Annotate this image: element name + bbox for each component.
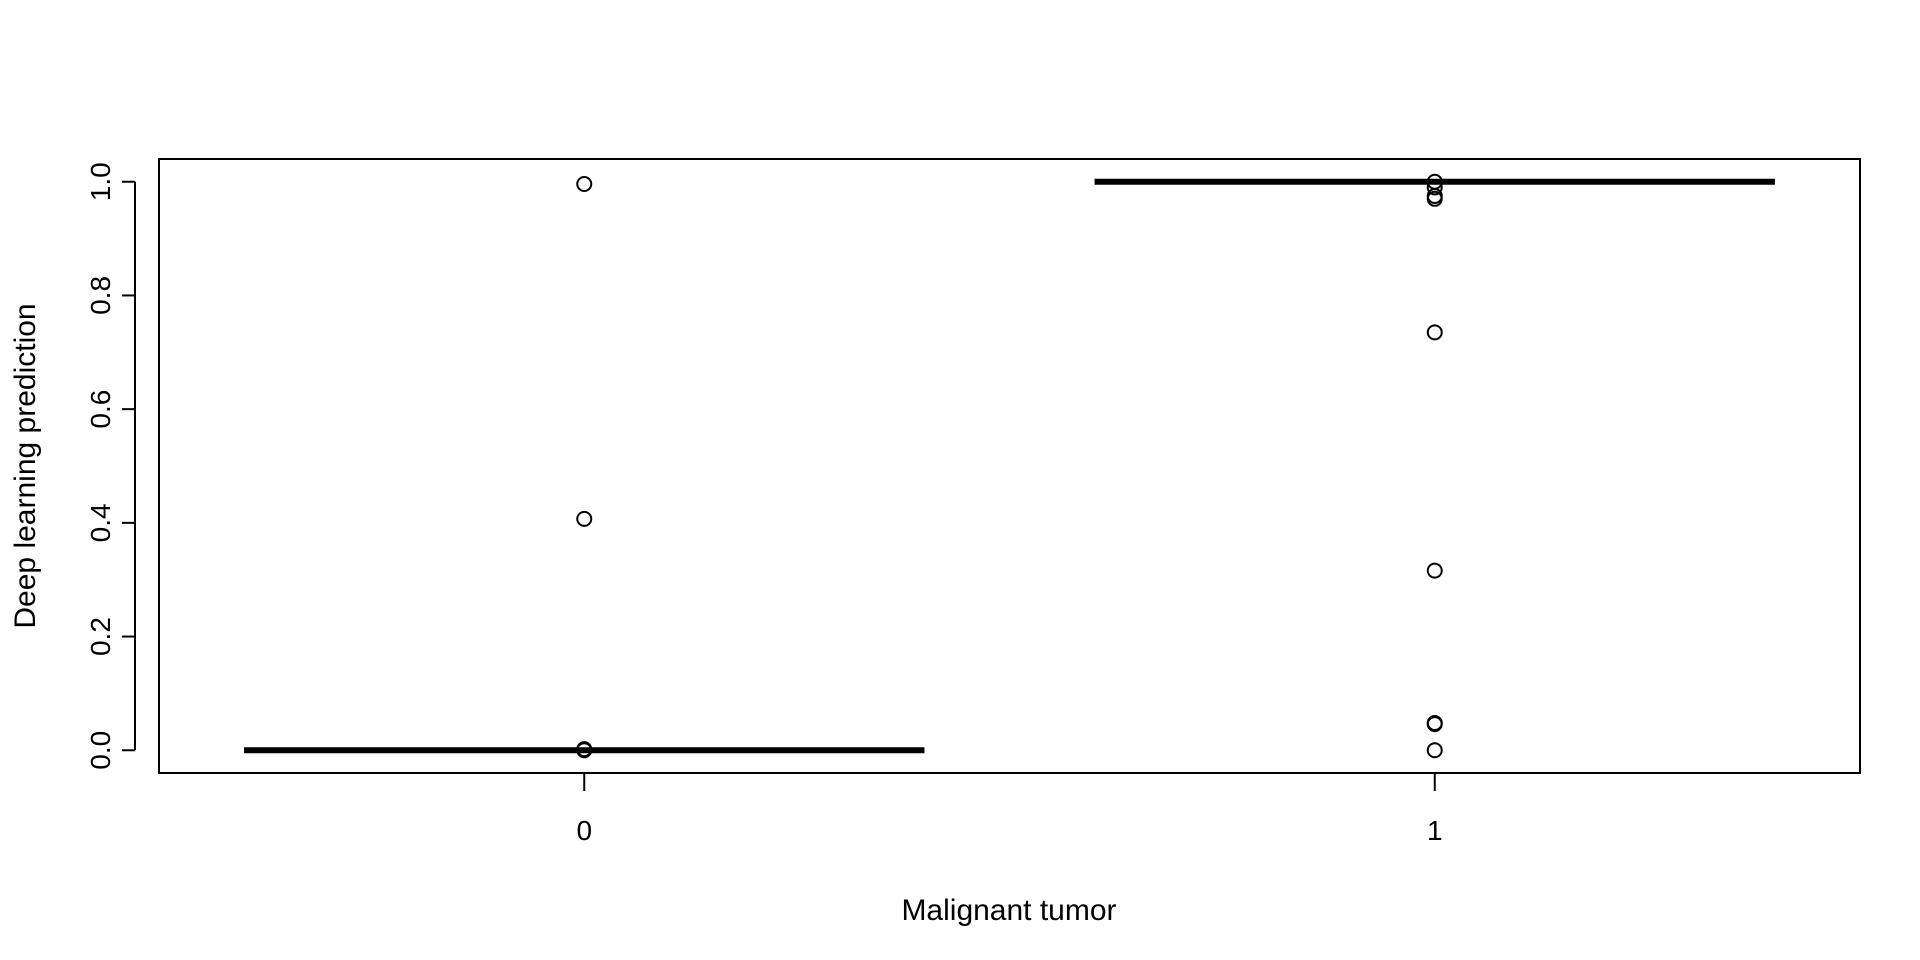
y-tick-label: 0.2 <box>85 617 116 656</box>
outlier-point <box>576 510 593 527</box>
y-tick-label: 0.8 <box>85 276 116 315</box>
outlier-point <box>576 176 593 193</box>
plot-frame <box>158 158 1861 774</box>
outlier-point <box>576 742 593 759</box>
y-tick-label: 0.4 <box>85 503 116 542</box>
outlier-point <box>1426 324 1443 341</box>
x-tick-label: 1 <box>1427 815 1443 846</box>
x-axis-label: Malignant tumor <box>901 894 1116 927</box>
plot-marks <box>244 173 1775 759</box>
outlier-point <box>1426 742 1443 759</box>
y-axis-label: Deep learning prediction <box>9 303 42 628</box>
outlier-point <box>1426 179 1443 196</box>
outlier-point <box>1426 716 1443 733</box>
y-axis: 0.0 0.2 0.4 0.6 0.8 1.0 <box>85 162 136 770</box>
y-tick-label: 1.0 <box>85 162 116 201</box>
outlier-point <box>1426 190 1443 207</box>
y-tick-label: 0.6 <box>85 390 116 429</box>
y-tick-label: 0.0 <box>85 731 116 770</box>
outlier-point <box>1426 562 1443 579</box>
x-tick-label: 0 <box>576 815 592 846</box>
